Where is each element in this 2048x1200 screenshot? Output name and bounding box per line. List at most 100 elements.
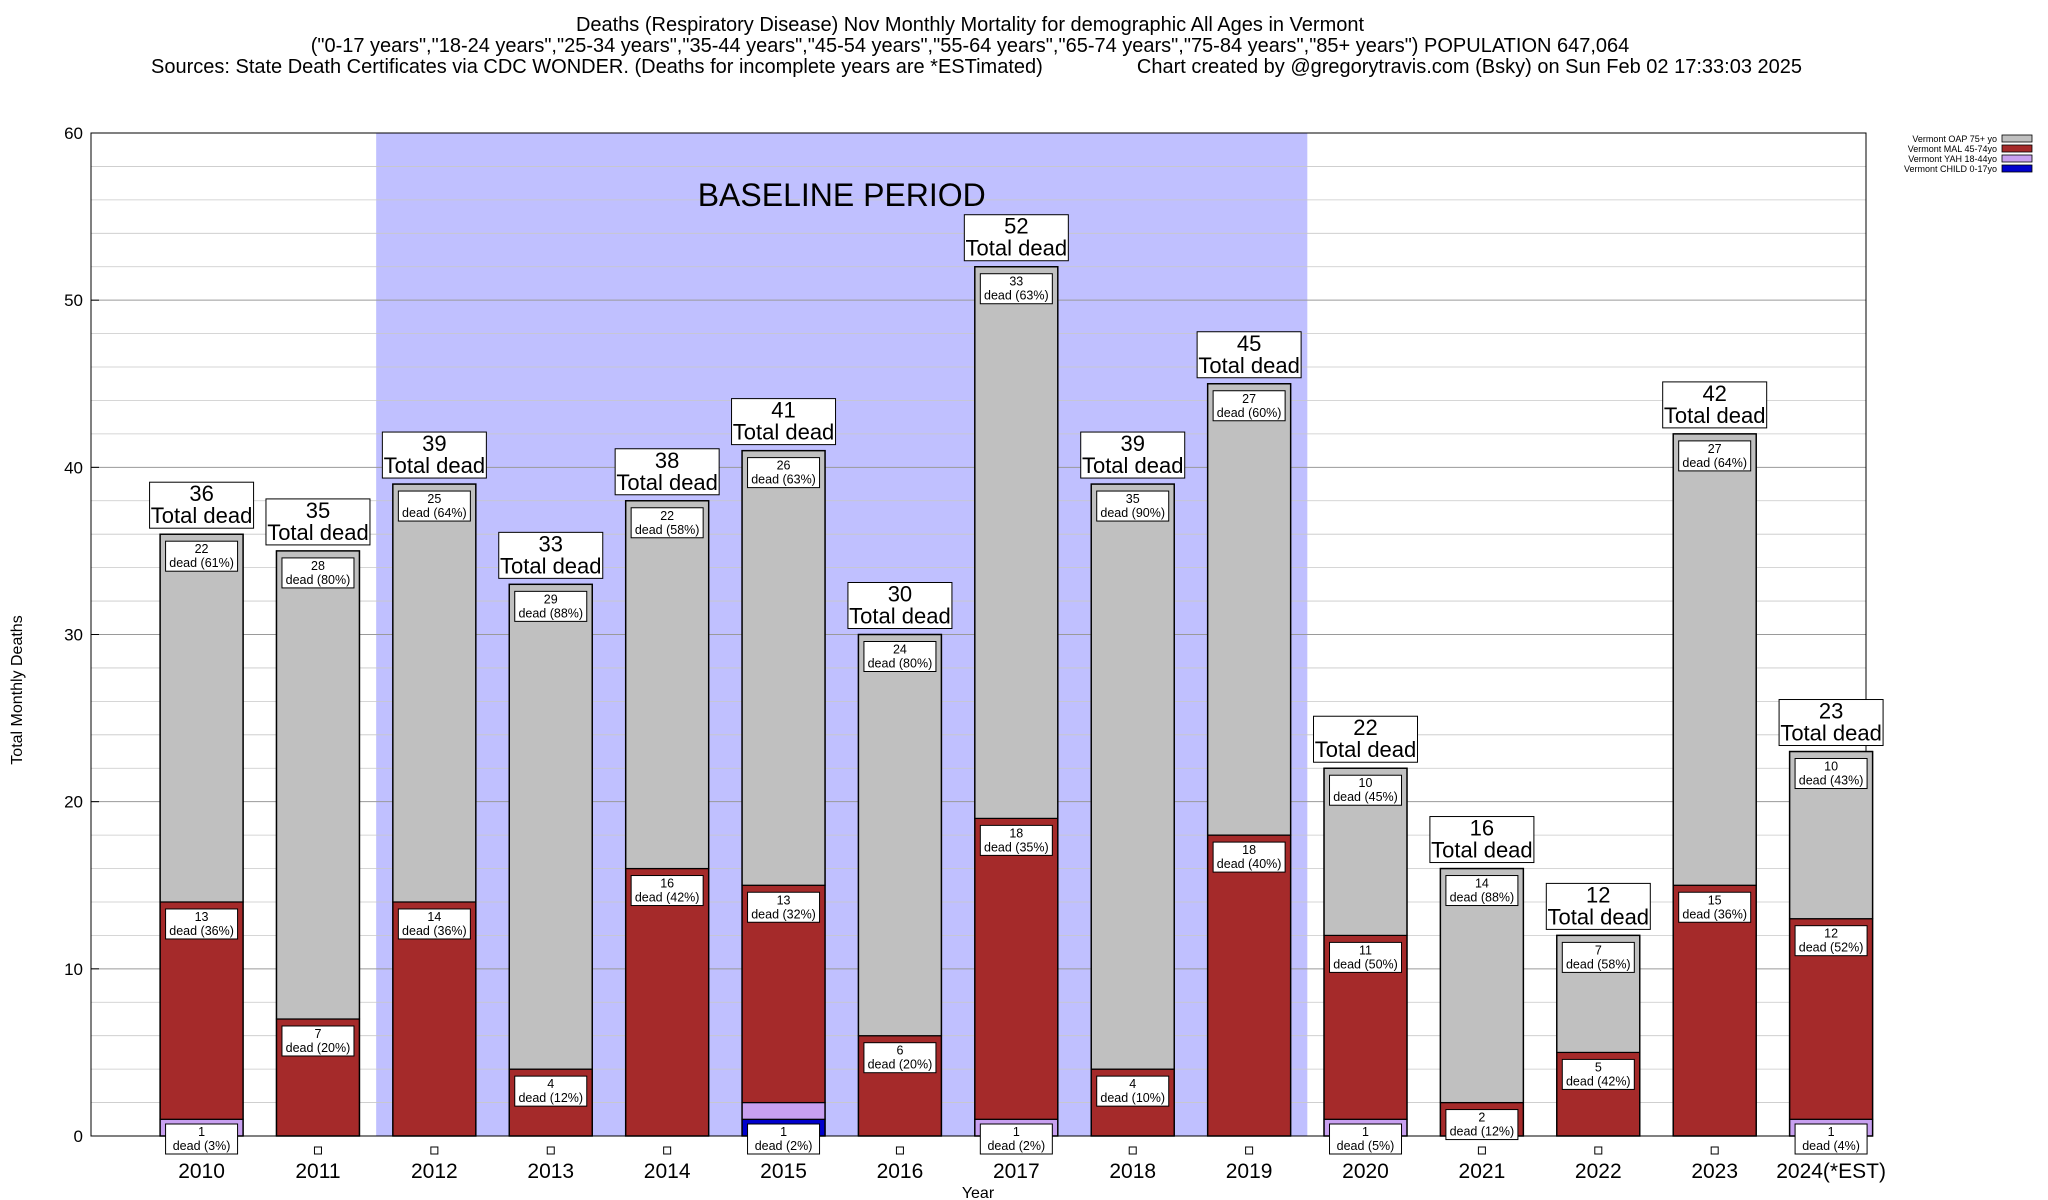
x-tick-label: 2017 xyxy=(993,1160,1040,1183)
chart-credit: Chart created by @gregorytravis.com (Bsk… xyxy=(1137,56,1802,78)
mal-label-box xyxy=(630,875,704,907)
total-label-value: 33 xyxy=(539,531,563,556)
oap-label-pct: dead (88%) xyxy=(1450,891,1515,905)
oap-label-box xyxy=(1212,390,1286,422)
y-tick-label: 50 xyxy=(64,291,83,310)
bar-outline xyxy=(275,550,361,1137)
bar-segment-oap xyxy=(974,266,1059,819)
zero-marker xyxy=(313,1146,322,1155)
bar-outline xyxy=(1206,383,1292,1137)
y-tick-label: 60 xyxy=(64,124,83,143)
bar-outline xyxy=(857,633,943,1137)
oap-label-pct: dead (43%) xyxy=(1799,774,1864,788)
total-label-text: Total dead xyxy=(500,553,602,578)
yah-label-count: 1 xyxy=(198,1125,205,1139)
mal-label-box xyxy=(1678,891,1752,923)
total-label-value: 42 xyxy=(1702,381,1726,406)
total-label-box xyxy=(1545,882,1651,930)
mal-label-pct: dead (50%) xyxy=(1333,957,1398,971)
total-label-value: 16 xyxy=(1470,816,1494,841)
yah-label-count: 1 xyxy=(1828,1125,1835,1139)
oap-label-count: 27 xyxy=(1708,442,1722,456)
mal-label-box xyxy=(1561,1058,1635,1090)
total-label-box xyxy=(963,214,1069,262)
oap-label-pct: dead (58%) xyxy=(635,523,700,537)
total-label-value: 30 xyxy=(888,582,912,607)
mal-label-box xyxy=(979,824,1053,856)
oap-label-box xyxy=(1678,440,1752,472)
mal-label-pct: dead (10%) xyxy=(1100,1091,1165,1105)
bar-segment-oap xyxy=(392,483,477,903)
total-label-text: Total dead xyxy=(1548,904,1650,929)
oap-label-pct: dead (45%) xyxy=(1333,790,1398,804)
mal-label-pct: dead (32%) xyxy=(751,907,816,921)
oap-label-count: 28 xyxy=(311,559,325,573)
total-label-text: Total dead xyxy=(1431,838,1533,863)
x-tick-label: 2011 xyxy=(295,1160,340,1183)
mal-label-pct: dead (42%) xyxy=(635,891,700,905)
yah-label-pct: dead (3%) xyxy=(173,1139,231,1153)
total-label-value: 52 xyxy=(1004,214,1028,239)
oap-label-count: 29 xyxy=(544,592,558,606)
yah-label-count: 1 xyxy=(1013,1125,1020,1139)
bar-outline xyxy=(624,500,710,1137)
total-label-box xyxy=(847,582,953,629)
zero-marker xyxy=(1710,1146,1719,1155)
oap-label-box xyxy=(863,641,937,672)
x-axis-label: Year xyxy=(962,1185,995,1200)
bar-segment-mal xyxy=(974,817,1059,1120)
oap-label-box xyxy=(397,490,471,522)
oap-label-pct: dead (61%) xyxy=(169,556,234,570)
yah-label-pct: dead (5%) xyxy=(1337,1139,1395,1153)
legend-label: Vermont YAH 18-44yo xyxy=(1908,154,1997,164)
x-tick-label: 2012 xyxy=(411,1160,458,1183)
total-label-text: Total dead xyxy=(1780,721,1882,746)
yah-label-box xyxy=(1329,1123,1403,1155)
bar-outline xyxy=(1556,934,1641,1137)
oap-label-count: 22 xyxy=(660,509,674,523)
mal-label-pct: dead (52%) xyxy=(1799,941,1864,955)
oap-label-pct: dead (63%) xyxy=(751,473,816,487)
mal-label-count: 4 xyxy=(1129,1077,1136,1091)
legend-label: Vermont CHILD 0-17yo xyxy=(1904,164,1997,174)
y-tick-label: 10 xyxy=(64,960,83,979)
mal-label-pct: dead (36%) xyxy=(402,924,467,938)
total-label-box xyxy=(498,531,604,579)
x-tick-label: 2022 xyxy=(1575,1160,1622,1183)
chart-sources: Sources: State Death Certificates via CD… xyxy=(151,56,1043,78)
oap-label-pct: dead (60%) xyxy=(1217,406,1282,420)
oap-label-count: 26 xyxy=(777,459,791,473)
bar-segment-yah xyxy=(741,1101,826,1120)
oap-label-count: 10 xyxy=(1824,760,1838,774)
mal-label-box xyxy=(1329,941,1403,973)
x-tick-label: 2023 xyxy=(1691,1160,1738,1183)
zero-marker xyxy=(895,1146,904,1155)
mal-label-count: 15 xyxy=(1708,893,1722,907)
mal-label-count: 14 xyxy=(427,910,441,924)
oap-label-count: 14 xyxy=(1475,877,1489,891)
y-tick-label: 20 xyxy=(64,793,83,812)
x-tick-label: 2019 xyxy=(1226,1160,1273,1183)
mal-label-count: 6 xyxy=(896,1044,903,1058)
mal-label-count: 13 xyxy=(777,893,791,907)
oap-label-box xyxy=(1445,875,1519,907)
total-label-box xyxy=(149,481,255,529)
oap-label-box xyxy=(979,273,1053,305)
oap-label-box xyxy=(1561,941,1635,973)
bar-segment-oap xyxy=(1672,433,1757,886)
legend-swatch xyxy=(2001,134,2033,143)
oap-label-box xyxy=(630,507,704,539)
total-label-value: 36 xyxy=(189,481,213,506)
oap-label-box xyxy=(165,540,239,572)
oap-label-count: 22 xyxy=(195,542,209,556)
mal-label-count: 16 xyxy=(660,877,674,891)
total-label-text: Total dead xyxy=(966,236,1068,261)
oap-label-box xyxy=(281,557,355,589)
bar-segment-oap xyxy=(159,533,244,903)
mal-label-count: 7 xyxy=(314,1027,321,1041)
mal-label-box xyxy=(397,908,471,940)
total-label-text: Total dead xyxy=(1664,403,1766,428)
total-label-text: Total dead xyxy=(151,503,253,528)
oap-label-pct: dead (63%) xyxy=(984,289,1049,303)
